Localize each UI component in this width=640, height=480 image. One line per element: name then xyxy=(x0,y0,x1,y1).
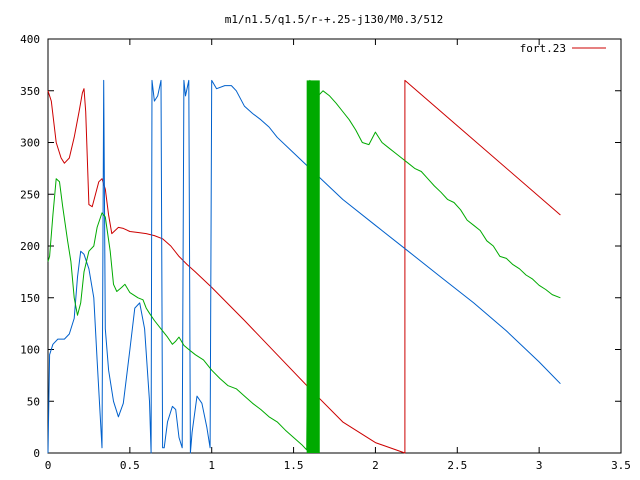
oscillation-band xyxy=(306,80,320,454)
series-line-2 xyxy=(47,79,561,454)
chart-title: m1/n1.5/q1.5/r-+.25-j130/M0.3/512 xyxy=(225,13,444,26)
x-tick-label: 1.5 xyxy=(284,459,304,472)
series-line-1 xyxy=(47,79,561,454)
y-tick-label: 400 xyxy=(20,33,40,46)
green-band xyxy=(306,80,320,454)
series-line-3 xyxy=(47,79,561,451)
x-tick-label: 1 xyxy=(208,459,215,472)
x-tick-label: 3 xyxy=(536,459,543,472)
y-tick-label: 0 xyxy=(33,447,40,460)
y-tick-label: 50 xyxy=(27,395,40,408)
series-layer xyxy=(47,79,561,454)
x-tick-label: 2.5 xyxy=(447,459,467,472)
x-tick-label: 0 xyxy=(45,459,52,472)
y-axis: 0 50 100 150 200 250 300 350 400 xyxy=(20,33,621,460)
y-tick-label: 350 xyxy=(20,85,40,98)
x-tick-label: 0.5 xyxy=(120,459,140,472)
legend-label: fort.23 xyxy=(520,42,566,55)
x-tick-label: 2 xyxy=(372,459,379,472)
y-tick-label: 150 xyxy=(20,292,40,305)
y-tick-label: 100 xyxy=(20,344,40,357)
y-tick-label: 250 xyxy=(20,188,40,201)
x-tick-label: 3.5 xyxy=(611,459,631,472)
x-axis: 0 0.5 1 1.5 2 2.5 3 3.5 xyxy=(45,39,631,472)
y-tick-label: 200 xyxy=(20,240,40,253)
y-tick-label: 300 xyxy=(20,137,40,150)
legend: fort.23 xyxy=(520,42,606,55)
